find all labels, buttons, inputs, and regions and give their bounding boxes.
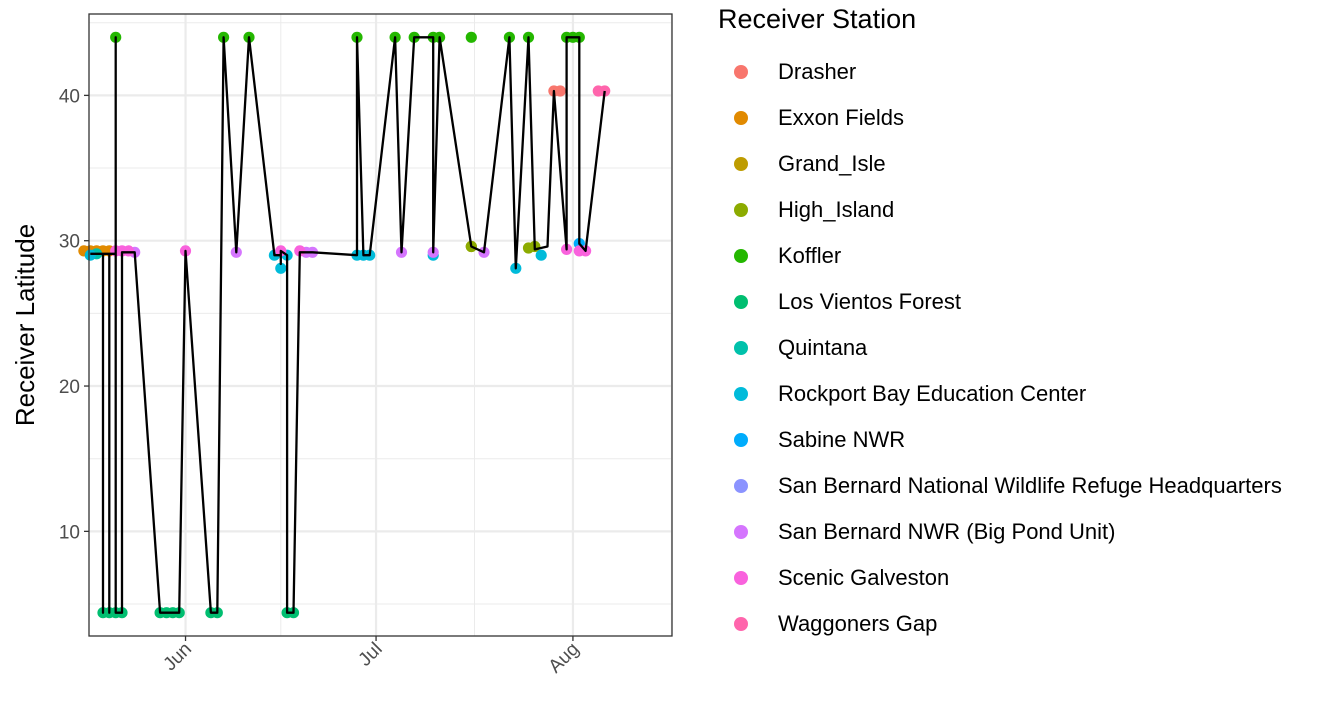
x-axis: Jun Jul Aug [160, 636, 584, 678]
legend-label: Rockport Bay Education Center [778, 381, 1087, 406]
y-axis: 10 20 30 40 [59, 86, 89, 543]
legend-label: Los Vientos Forest [778, 289, 962, 314]
legend-item: San Bernard National Wildlife Refuge Hea… [718, 463, 1282, 509]
legend-label: Sabine NWR [778, 427, 906, 452]
legend-key [734, 157, 748, 171]
legend-item: Koffler [718, 233, 1282, 279]
y-tick-label: 20 [59, 377, 80, 398]
data-point [465, 31, 477, 43]
legend-label: Koffler [778, 243, 842, 268]
gridlines [89, 14, 672, 636]
legend-item: Exxon Fields [718, 95, 1282, 141]
legend-label: Quintana [778, 335, 868, 360]
legend-item: Rockport Bay Education Center [718, 371, 1282, 417]
legend-key [734, 203, 748, 217]
data-point [84, 249, 96, 261]
data-point [294, 245, 306, 257]
legend-label: Waggoners Gap [778, 611, 938, 636]
y-tick-label: 30 [59, 232, 80, 253]
x-tick-label: Aug [545, 639, 584, 678]
plot-border [88, 13, 673, 637]
legend-key [734, 111, 748, 125]
legend-label: Exxon Fields [778, 105, 904, 130]
data-point [535, 249, 547, 261]
legend-item: Scenic Galveston [718, 555, 1282, 601]
legend-label: Grand_Isle [778, 151, 886, 176]
y-tick-label: 40 [59, 86, 80, 107]
legend-key [734, 433, 748, 447]
data-point [599, 85, 611, 97]
legend-key [734, 65, 748, 79]
legend-key [734, 387, 748, 401]
x-tick-label: Jul [355, 639, 387, 671]
legend-item: Los Vientos Forest [718, 279, 1282, 325]
chart: 10 20 30 40 Jun Jul Aug Receiver Latitude [10, 13, 673, 678]
legend-item: San Bernard NWR (Big Pond Unit) [718, 509, 1282, 555]
legend-title: Receiver Station [718, 4, 917, 34]
y-tick-label: 10 [59, 522, 80, 543]
y-axis-title: Receiver Latitude [10, 224, 40, 426]
data-point [122, 245, 134, 257]
legend-key [734, 525, 748, 539]
legend-item: Grand_Isle [718, 141, 1282, 187]
legend-label: San Bernard NWR (Big Pond Unit) [778, 519, 1116, 544]
legend-item: Sabine NWR [718, 417, 1282, 463]
data-point [554, 85, 566, 97]
x-tick-label: Jun [160, 639, 197, 676]
legend-item: Drasher [718, 49, 1282, 95]
legend-label: High_Island [778, 197, 895, 222]
legend-item: Quintana [718, 325, 1282, 371]
legend: Receiver Station Drasher Exxon Fields Gran… [718, 4, 1282, 647]
legend-label: San Bernard National Wildlife Refuge Hea… [778, 473, 1282, 498]
legend-key [734, 295, 748, 309]
legend-key [734, 479, 748, 493]
legend-key [734, 341, 748, 355]
data-point [275, 262, 287, 274]
legend-item: Waggoners Gap [718, 601, 1282, 647]
legend-items: Drasher Exxon Fields Grand_Isle High_Island… [718, 49, 1282, 647]
track-path [90, 36, 606, 614]
track-line [90, 36, 606, 614]
legend-label: Scenic Galveston [778, 565, 950, 590]
legend-key [734, 617, 748, 631]
legend-key [734, 571, 748, 585]
legend-key [734, 249, 748, 263]
plot-panel [89, 14, 672, 636]
legend-label: Drasher [778, 59, 857, 84]
legend-item: High_Island [718, 187, 1282, 233]
